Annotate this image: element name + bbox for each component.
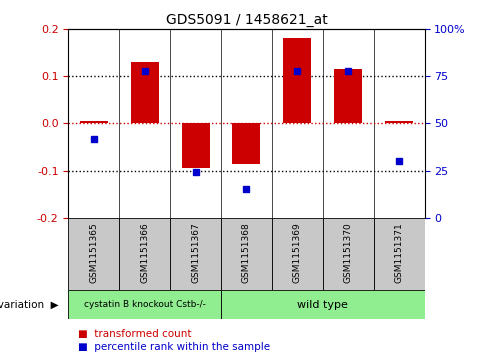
Bar [68, 218, 119, 290]
Bar [272, 218, 323, 290]
Bar [221, 290, 425, 319]
Bar [284, 38, 311, 123]
Text: genotype/variation  ▶: genotype/variation ▶ [0, 300, 59, 310]
Text: GSM1151369: GSM1151369 [293, 222, 302, 283]
Text: GSM1151365: GSM1151365 [89, 222, 98, 283]
Text: GSM1151370: GSM1151370 [344, 222, 353, 283]
Text: GSM1151371: GSM1151371 [395, 222, 404, 283]
Bar [221, 218, 272, 290]
Bar [119, 218, 170, 290]
Bar [385, 121, 413, 123]
Text: GSM1151367: GSM1151367 [191, 222, 200, 283]
Text: GSM1151368: GSM1151368 [242, 222, 251, 283]
Bar [374, 218, 425, 290]
Text: ■  percentile rank within the sample: ■ percentile rank within the sample [78, 342, 270, 352]
Text: cystatin B knockout Cstb-/-: cystatin B knockout Cstb-/- [84, 301, 205, 309]
Text: GSM1151366: GSM1151366 [140, 222, 149, 283]
Bar [68, 290, 221, 319]
Bar [232, 123, 261, 163]
Text: ■  transformed count: ■ transformed count [78, 329, 192, 339]
Bar [182, 123, 209, 168]
Text: wild type: wild type [297, 300, 348, 310]
Title: GDS5091 / 1458621_at: GDS5091 / 1458621_at [165, 13, 327, 26]
Bar [323, 218, 374, 290]
Bar [131, 62, 159, 123]
Bar [170, 218, 221, 290]
Bar [80, 121, 108, 123]
Bar [334, 69, 362, 123]
